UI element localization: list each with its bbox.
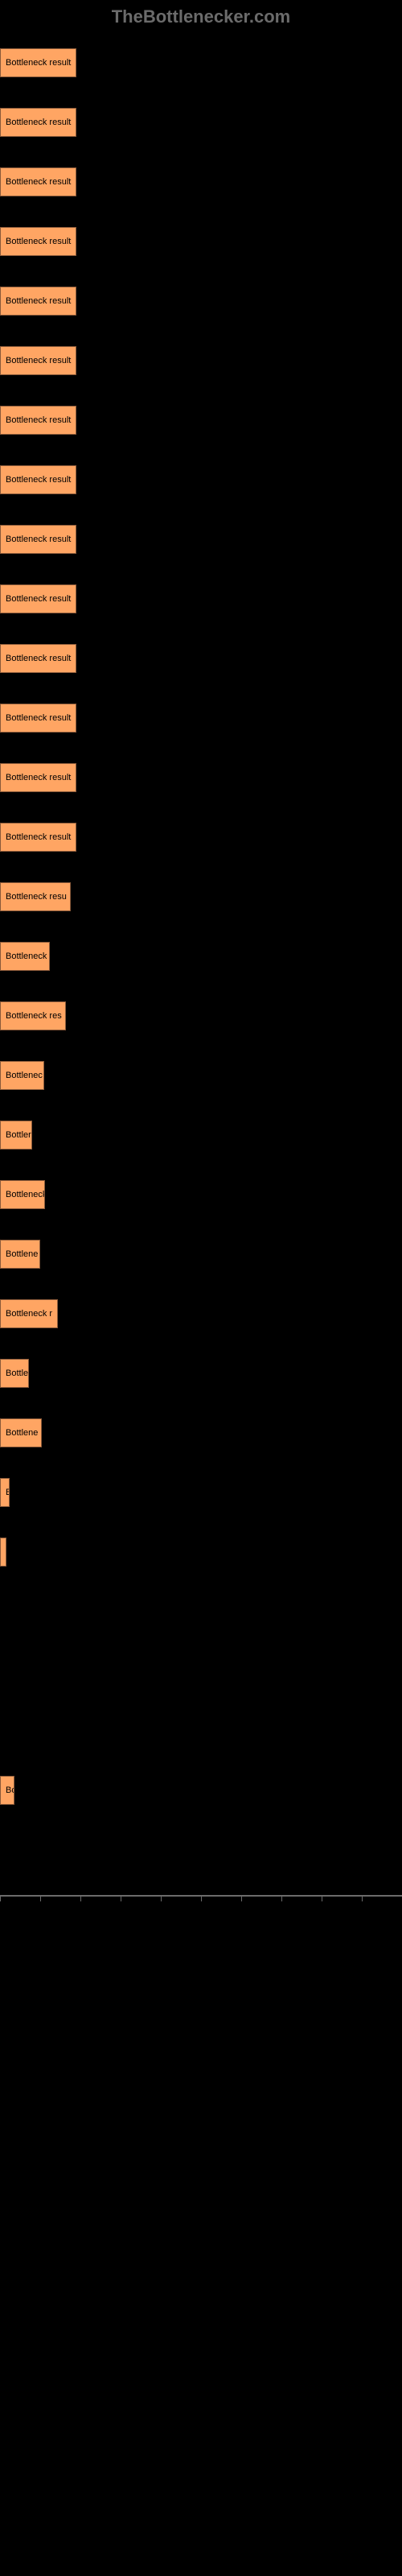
bar: Bottleneck resu [0,882,71,911]
bar-label: B [6,1488,10,1497]
bar-row [0,1835,402,1864]
bar-row: Bottleneck result [0,823,402,852]
bar-row [0,1657,402,1686]
axis-tick [40,1895,41,1901]
bar-row [0,1716,402,1745]
bar-row: Bottleneck res [0,1001,402,1030]
bar-row: Bottleneck result [0,48,402,77]
bar-row: Bottleneck result [0,763,402,792]
bar-label: Bottleneck result [6,773,71,782]
bar: Bottleneck result [0,287,76,316]
bar: Bottleneck result [0,227,76,256]
bar-row: Bottleneck result [0,287,402,316]
bar: Bottleneck result [0,584,76,613]
bar-row: Bottler [0,1121,402,1150]
bar: Bottleneck res [0,1001,66,1030]
bar-label: Bottlene [6,1249,38,1259]
bar-row: Bottleneck result [0,704,402,733]
bar: Bottlene [0,1240,40,1269]
bar: Bottleneck result [0,763,76,792]
bar-row: Bottleneck result [0,108,402,137]
bar: Bottleneck result [0,48,76,77]
bar: Bottleneck result [0,167,76,196]
bar-label: Bottleneck result [6,356,71,365]
bar-row: Bottleneck result [0,525,402,554]
bar-label: Bottler [6,1130,31,1140]
bar: Bottle [0,1359,29,1388]
bar: B [0,1478,10,1507]
bar-label: Bottleneck resu [6,892,67,902]
bar-row: Bottleneck [0,942,402,971]
bar-label: Bo [6,1785,14,1795]
bar-row: Bottleneck [0,1180,402,1209]
bar-row: Bottlene [0,1418,402,1447]
axis-tick [80,1895,81,1901]
bar: Bottler [0,1121,32,1150]
bar-label: Bottleneck result [6,535,71,544]
bar: Bottleneck result [0,346,76,375]
bar-label: Bottleneck [6,1190,45,1199]
bar-row: Bottleneck result [0,465,402,494]
bar: Bottleneck result [0,704,76,733]
bar-chart: Bottleneck result Bottleneck result Bottle… [0,48,402,1864]
axis-tick [201,1895,202,1901]
bar-row: Bottle [0,1359,402,1388]
bar-row: Bottleneck r [0,1299,402,1328]
bar: Bottlenec [0,1061,44,1090]
bar-label: Bottleneck result [6,177,71,187]
bar [0,1538,6,1567]
bar: Bottleneck result [0,644,76,673]
bar-label: Bottleneck [6,952,47,961]
bar-row: Bottleneck result [0,584,402,613]
axis-tick [281,1895,282,1901]
bar: Bottleneck result [0,525,76,554]
bar-label: Bottleneck result [6,58,71,68]
bar-label: Bottlene [6,1428,38,1438]
bar: Bottleneck [0,1180,45,1209]
bar: Bo [0,1776,14,1805]
bar-label: Bottlenec [6,1071,43,1080]
bar-label: Bottleneck result [6,415,71,425]
bar-row: Bottleneck result [0,406,402,435]
bar-label: Bottleneck result [6,594,71,604]
bar: Bottleneck result [0,108,76,137]
bar: Bottleneck result [0,823,76,852]
axis-tick [161,1895,162,1901]
bar-label: Bottleneck result [6,296,71,306]
site-header: TheBottlenecker.com [0,0,402,34]
bar-row [0,1538,402,1567]
bar-label: Bottle [6,1368,28,1378]
bar: Bottleneck result [0,406,76,435]
bar-row: Bottleneck result [0,167,402,196]
bar-label: Bottleneck result [6,832,71,842]
bar: Bottleneck result [0,465,76,494]
bar: Bottleneck [0,942,50,971]
bar-row: Bottleneck result [0,644,402,673]
x-axis [0,1895,402,1897]
bar-row [0,1597,402,1626]
bar-label: Bottleneck result [6,475,71,485]
bar-row: Bottleneck resu [0,882,402,911]
bar-row: Bottlenec [0,1061,402,1090]
bar: Bottlene [0,1418,42,1447]
bar-label: Bottleneck result [6,118,71,127]
bar-row: Bottleneck result [0,346,402,375]
bar-row: B [0,1478,402,1507]
bar-label: Bottleneck result [6,654,71,663]
bar-label: Bottleneck result [6,713,71,723]
bar-row: Bottleneck result [0,227,402,256]
axis-tick [241,1895,242,1901]
bar-row: Bo [0,1776,402,1805]
axis-tick [362,1895,363,1901]
bar-row: Bottlene [0,1240,402,1269]
bar: Bottleneck r [0,1299,58,1328]
axis-tick [0,1895,1,1901]
bar-label: Bottleneck r [6,1309,52,1319]
bar-label: Bottleneck res [6,1011,62,1021]
bar-label: Bottleneck result [6,237,71,246]
